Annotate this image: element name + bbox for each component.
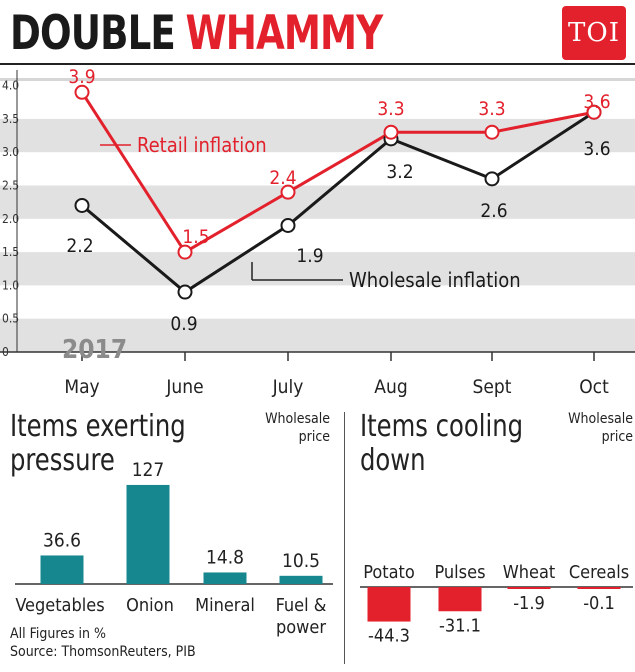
wholesale-data-label: 3.6 [583, 138, 610, 160]
units-note: All Figures in % [10, 626, 106, 642]
pressure-category-label: Onion [126, 595, 174, 616]
pressure-subtitle-line-2: price [298, 429, 330, 445]
wholesale-point [484, 171, 500, 187]
cooling-bar [577, 587, 621, 589]
panel-divider [344, 412, 345, 664]
toi-logo: TOI [562, 6, 626, 60]
pressure-bar-chart: 36.6 127 14.8 10.5 Vegetables Onion Mineral Fue… [15, 459, 333, 638]
y-tick-label: 2.0 [2, 212, 19, 226]
retail-point [383, 124, 399, 140]
cooling-category-label: Wheat [503, 562, 556, 583]
x-tick-label: Sept [473, 376, 512, 398]
year-label: 2017 [62, 335, 127, 365]
cooling-subtitle-line-2: price [601, 429, 633, 445]
retail-data-label: 3.3 [377, 98, 404, 120]
headline-word-1: DOUBLE [10, 6, 176, 61]
y-tick-label: 0.5 [2, 312, 19, 326]
pressure-bar [40, 555, 84, 584]
cooling-value-label: -1.9 [513, 593, 545, 614]
retail-point [484, 124, 500, 140]
pressure-category-label: Mineral [195, 595, 255, 616]
pressure-category-label: Fuel & [276, 595, 327, 616]
pressure-value-label: 14.8 [206, 546, 244, 568]
y-tick-label: 3.5 [2, 112, 19, 126]
x-tick-label: Oct [579, 376, 609, 398]
pressure-bar [279, 575, 323, 584]
cooling-subtitle: Wholesale price [568, 410, 633, 446]
y-tick-label: 1.5 [2, 245, 19, 259]
cooling-title-line-2: down [360, 443, 426, 478]
source-note: Source: ThomsonReuters, PIB [10, 644, 196, 660]
cooling-subtitle-line-1: Wholesale [568, 411, 633, 427]
retail-point [280, 184, 296, 200]
retail-point [74, 84, 90, 100]
wholesale-data-label: 3.2 [386, 161, 413, 183]
toi-logo-text: TOI [568, 18, 620, 48]
y-tick-label: 1.0 [2, 278, 19, 292]
pressure-title-line-2: pressure [10, 443, 115, 478]
retail-data-label: 1.5 [182, 226, 209, 248]
cooling-bar [507, 587, 551, 589]
x-tick-label: June [165, 376, 203, 398]
header-rule [0, 63, 635, 65]
pressure-category-label: Vegetables [15, 595, 104, 616]
y-tick-label: 4.0 [2, 79, 19, 93]
footnotes: All Figures in % Source: ThomsonReuters,… [10, 625, 196, 661]
cooling-value-label: -44.3 [368, 626, 410, 647]
headline: DOUBLE WHAMMY [10, 6, 384, 62]
pressure-value-label: 36.6 [43, 529, 81, 551]
retail-point [177, 244, 193, 260]
x-tick-label: July [272, 376, 304, 398]
x-tick-label: May [64, 376, 99, 398]
grid-top-band [0, 78, 635, 81]
retail-data-label: 3.6 [583, 91, 610, 113]
retail-data-label: 2.4 [269, 167, 296, 189]
pressure-bar [203, 572, 247, 584]
retail-point [586, 104, 602, 120]
retail-data-label: 3.3 [478, 98, 505, 120]
wholesale-data-label: 0.9 [170, 313, 197, 335]
retail-legend-label: Retail inflation [137, 133, 267, 157]
pressure-title-line-1: Items exerting [10, 409, 186, 444]
wholesale-data-label: 2.6 [480, 200, 507, 222]
inflation-line-chart: 0 0.5 1.0 1.5 2.0 2.5 3.0 3.5 4.0 May June July Aug S… [0, 66, 635, 398]
cooling-bar [367, 587, 411, 622]
pressure-subtitle-line-1: Wholesale [265, 411, 330, 427]
pressure-title: Items exerting pressure [10, 410, 186, 478]
wholesale-point [74, 197, 90, 213]
cooling-category-label: Pulses [434, 562, 485, 583]
pressure-value-label: 10.5 [282, 550, 320, 572]
cooling-category-label: Potato [363, 562, 415, 583]
pressure-subtitle: Wholesale price [265, 410, 330, 446]
wholesale-data-label: 1.9 [296, 245, 323, 267]
wholesale-inflation-line [81, 110, 595, 294]
pressure-category-label: power [276, 617, 326, 638]
pressure-bar [126, 484, 170, 584]
wholesale-data-label: 2.2 [66, 235, 93, 257]
cooling-value-label: -31.1 [439, 615, 481, 636]
cooling-title: Items cooling down [360, 410, 523, 478]
wholesale-point [280, 217, 296, 233]
y-tick-label: 3.0 [2, 145, 19, 159]
cooling-category-label: Cereals [569, 562, 629, 583]
headline-word-2: WHAMMY [185, 6, 384, 61]
retail-data-label: 3.9 [68, 66, 95, 88]
cooling-title-line-1: Items cooling [360, 409, 524, 444]
grid-band [0, 318, 635, 352]
pressure-value-label: 127 [132, 459, 165, 481]
x-tick-label: Aug [374, 376, 407, 398]
y-tick-label: 0 [2, 345, 9, 359]
cooling-value-label: -0.1 [583, 593, 615, 614]
y-tick-label: 2.5 [2, 179, 19, 193]
wholesale-legend-label: Wholesale inflation [349, 268, 521, 292]
wholesale-point [177, 284, 193, 300]
retail-inflation-line [80, 91, 595, 254]
cooling-bar [438, 587, 482, 612]
